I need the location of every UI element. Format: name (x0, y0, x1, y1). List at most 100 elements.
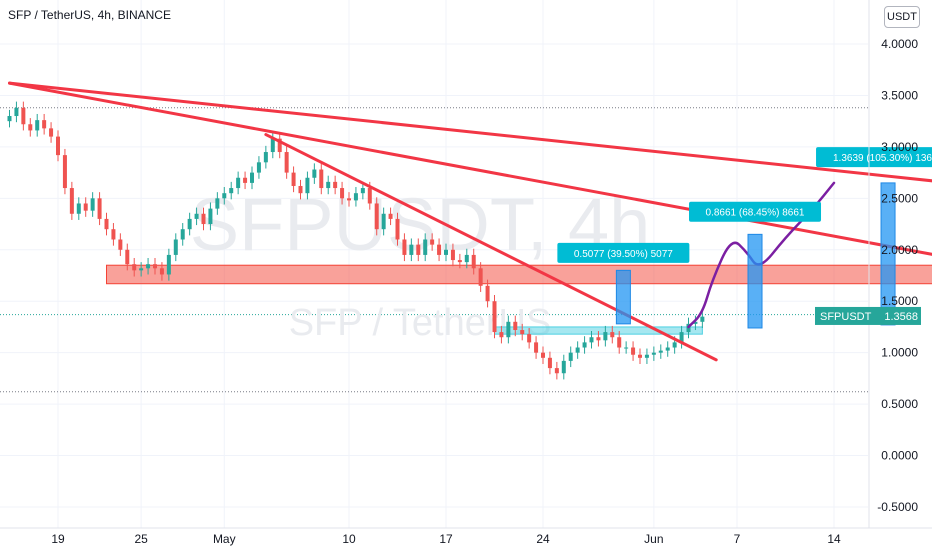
candle-body (292, 173, 296, 186)
candle-body (361, 188, 365, 193)
resistance-zone (107, 265, 932, 284)
candle-body (596, 337, 600, 340)
candle-body (236, 178, 240, 188)
candle-body (181, 229, 185, 239)
candle-body (14, 108, 18, 116)
price-tick-label: -0.5000 (877, 500, 918, 514)
candle-body (98, 198, 102, 219)
candle-body (63, 155, 67, 188)
candle-body (146, 264, 150, 268)
candle-body (603, 332, 607, 340)
price-badge-symbol: SFPUSDT (820, 311, 872, 323)
candle-body (42, 120, 46, 128)
candle-body (375, 203, 379, 229)
candle-body (583, 342, 587, 347)
currency-button[interactable]: USDT (884, 6, 920, 28)
candle-body (673, 342, 677, 347)
time-tick-label: 25 (134, 532, 148, 546)
candle-body (520, 330, 524, 334)
target-label: 1.3639 (105.30%) 13639 (833, 153, 932, 164)
candle-body (666, 348, 670, 351)
candle-body (527, 334, 531, 342)
candle-body (202, 214, 206, 224)
candle-body (285, 152, 289, 173)
time-tick-label: 24 (536, 532, 550, 546)
candle-body (333, 182, 337, 188)
candle-body (617, 337, 621, 347)
price-badge: SFPUSDT 1.3568 (815, 307, 921, 325)
watermark-name: SFP / TetherUS (289, 302, 552, 344)
candle-body (382, 214, 386, 229)
watermark: SFPUSDT, 4h SFP / TetherUS (190, 183, 651, 344)
candle-body (340, 188, 344, 198)
price-tick-label: 0.0000 (881, 449, 918, 463)
candle-body (590, 337, 594, 342)
target-bar (748, 234, 762, 328)
candle-body (624, 348, 628, 349)
candle-body (645, 355, 649, 358)
candle-body (28, 124, 32, 130)
candle-body (56, 137, 60, 156)
price-tick-label: 1.5000 (881, 294, 918, 308)
price-tick-label: 4.0000 (881, 37, 918, 51)
candle-body (319, 170, 323, 189)
candle-body (243, 178, 247, 183)
candle-body (167, 255, 171, 275)
candle-body (631, 348, 635, 355)
candle-body (35, 120, 39, 130)
price-badge-value: 1.3568 (884, 311, 918, 323)
candle-body (513, 322, 517, 330)
price-tick-label: 3.0000 (881, 140, 918, 154)
candle-body (347, 198, 351, 200)
candle-body (250, 173, 254, 183)
candle-body (125, 250, 129, 264)
candle-body (506, 322, 510, 337)
candle-body (562, 361, 566, 373)
candle-body (264, 152, 268, 162)
candle-body (326, 182, 330, 188)
candle-body (451, 250, 455, 260)
price-tick-label: 2.5000 (881, 191, 918, 205)
candle-body (555, 368, 559, 373)
candle-body (257, 162, 261, 172)
candle-body (70, 188, 74, 214)
candle-body (610, 332, 614, 337)
candle-body (174, 239, 178, 254)
candle-body (208, 209, 212, 224)
candle-body (486, 286, 490, 301)
candle-body (195, 214, 199, 219)
candle-body (548, 358, 552, 368)
candle-body (21, 108, 25, 124)
candle-body (402, 239, 406, 254)
candle-body (465, 255, 469, 262)
candle-body (215, 198, 219, 208)
candle-body (8, 116, 12, 121)
candle-body (576, 348, 580, 353)
target-label: 0.5077 (39.50%) 5077 (574, 249, 673, 260)
candle-body (299, 186, 303, 193)
candle-body (638, 355, 642, 358)
candle-body (305, 178, 309, 193)
candle-body (534, 342, 538, 352)
candle-body (659, 351, 663, 353)
candle-body (472, 255, 476, 268)
target-bar (616, 270, 630, 324)
time-tick-label: 10 (342, 532, 356, 546)
candle-body (139, 268, 143, 270)
candle-body (423, 239, 427, 254)
time-tick-label: 7 (734, 532, 741, 546)
candle-body (444, 250, 448, 255)
candle-body (354, 193, 358, 200)
candle-body (271, 139, 275, 152)
candle-body (84, 203, 88, 210)
price-tick-label: 0.5000 (881, 397, 918, 411)
time-tick-label: May (213, 532, 236, 546)
candle-body (700, 317, 704, 322)
candle-body (569, 353, 573, 361)
candle-body (479, 268, 483, 285)
candle-body (396, 219, 400, 240)
candle-body (437, 245, 441, 255)
